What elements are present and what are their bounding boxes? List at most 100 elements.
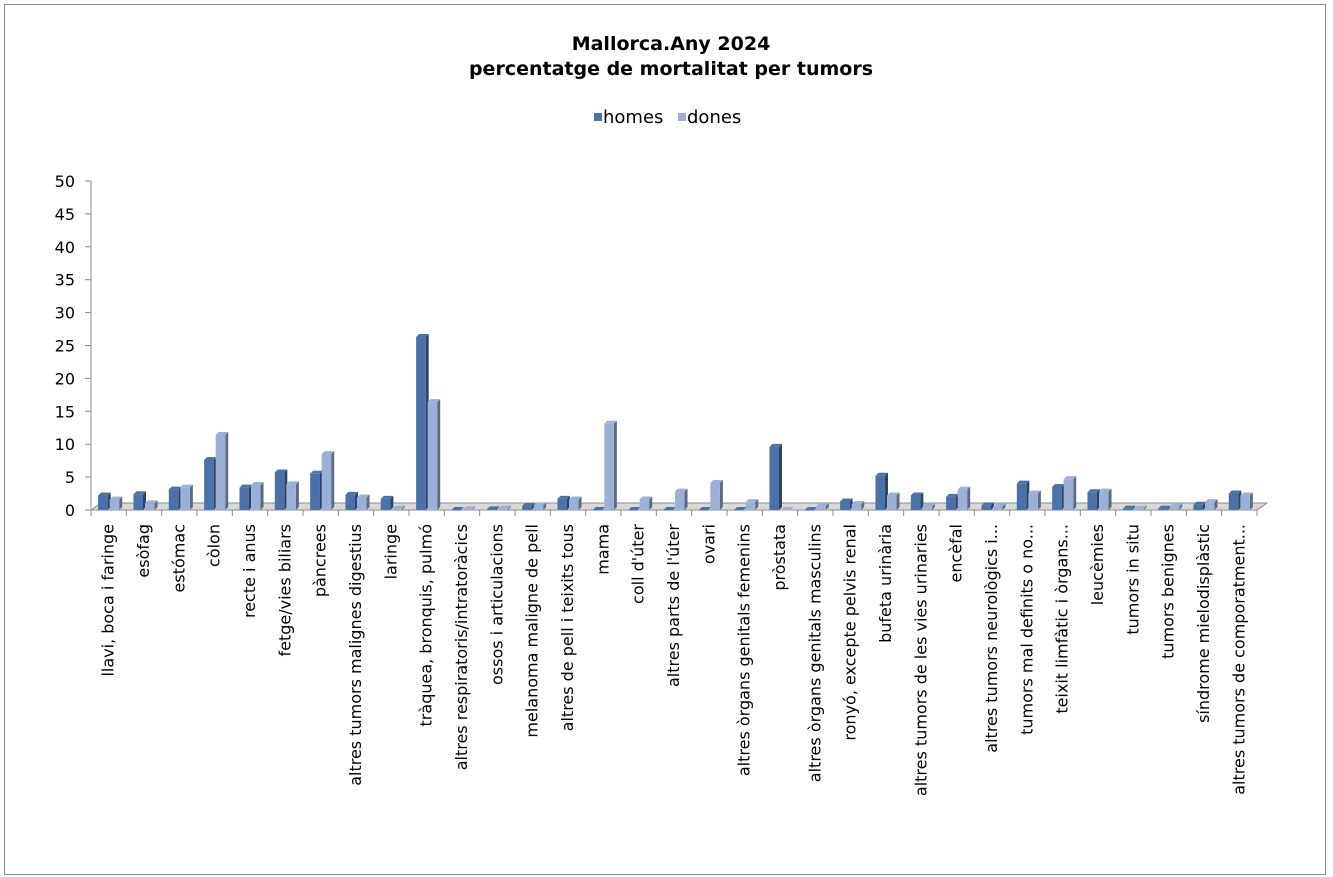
bar-dones-4 <box>251 484 261 510</box>
bar-side-dones-2 <box>189 484 193 510</box>
legend-label-homes: homes <box>603 107 663 128</box>
bar-top-homes-21 <box>840 498 853 502</box>
bar-homes-1 <box>133 494 143 510</box>
bar-dones-16 <box>675 491 685 510</box>
category-label-3: còlon <box>205 524 224 567</box>
bar-side-dones-27 <box>1073 476 1077 510</box>
bar-top-dones-30 <box>1169 503 1183 507</box>
bar-dones-9 <box>427 402 438 510</box>
bar-side-homes-8 <box>390 495 394 510</box>
bar-top-homes-11 <box>486 506 500 510</box>
bar-top-dones-20 <box>816 503 829 507</box>
bar-dones-20 <box>816 506 826 510</box>
bar-top-homes-15 <box>628 507 641 510</box>
y-tick-label-40: 40 <box>55 238 75 257</box>
bar-dones-7 <box>357 497 367 510</box>
bar-dones-14 <box>604 423 614 510</box>
category-label-30: tumors benignes <box>1159 524 1178 659</box>
category-label-11: ossos i articulacions <box>487 524 506 685</box>
bar-top-dones-12 <box>533 502 547 506</box>
bar-side-dones-29 <box>1143 505 1147 510</box>
bar-dones-15 <box>639 499 650 510</box>
bar-dones-11 <box>498 508 508 510</box>
bar-top-homes-1 <box>133 491 146 495</box>
bar-side-homes-23 <box>920 492 924 510</box>
bar-side-homes-19 <box>779 443 782 510</box>
bar-top-dones-4 <box>251 481 264 485</box>
bar-homes-14 <box>592 510 603 511</box>
category-label-25: altres tumors neurològics i... <box>982 524 1001 753</box>
bar-top-dones-11 <box>498 505 511 509</box>
bar-top-dones-5 <box>286 481 299 485</box>
category-label-26: tumors mal definits o no... <box>1017 524 1036 735</box>
bar-top-dones-22 <box>887 492 900 496</box>
y-tick-label-45: 45 <box>55 205 75 224</box>
bar-dones-18 <box>745 502 756 510</box>
bar-side-dones-32 <box>1249 492 1253 510</box>
bar-side-dones-20 <box>825 503 829 510</box>
category-label-24: encèfal <box>947 524 966 583</box>
bar-homes-12 <box>522 506 532 510</box>
bar-homes-23 <box>910 495 921 510</box>
bar-top-homes-19 <box>769 443 782 447</box>
bar-homes-10 <box>451 510 461 511</box>
bar-side-dones-9 <box>437 399 441 510</box>
chart-subtitle: percentatge de mortalitat per tumors <box>469 58 873 80</box>
bar-dones-24 <box>957 489 968 510</box>
bar-homes-22 <box>875 475 885 510</box>
bar-homes-27 <box>1052 486 1062 510</box>
bar-homes-8 <box>380 498 391 510</box>
bar-homes-24 <box>946 496 956 510</box>
category-label-31: síndrome mielodisplàstic <box>1194 524 1213 723</box>
bar-top-dones-15 <box>639 496 653 500</box>
bar-dones-17 <box>710 483 720 510</box>
bar-homes-16 <box>663 510 673 511</box>
bar-top-dones-18 <box>745 499 759 503</box>
bar-homes-5 <box>274 472 285 510</box>
bar-homes-20 <box>804 510 815 511</box>
category-label-23: altres tumors de les vies urinaries <box>911 524 930 796</box>
bar-side-dones-16 <box>684 488 688 510</box>
legend-swatch-homes <box>594 113 602 121</box>
category-label-10: altres respiratoris/intratoràcics <box>452 524 471 770</box>
bar-side-dones-3 <box>225 431 229 510</box>
bar-side-dones-31 <box>1214 499 1218 510</box>
bar-homes-2 <box>168 489 179 510</box>
category-label-13: altres de pell i teixits tous <box>558 524 577 731</box>
category-label-4: recte i anus <box>240 524 259 618</box>
bar-dones-12 <box>533 505 544 510</box>
bar-dones-21 <box>851 504 862 510</box>
bar-dones-32 <box>1240 495 1250 510</box>
bar-side-homes-12 <box>531 503 535 510</box>
bar-top-homes-4 <box>239 484 252 488</box>
bar-dones-28 <box>1099 491 1109 510</box>
bar-top-dones-13 <box>569 496 582 500</box>
bar-top-dones-10 <box>463 506 476 510</box>
bar-top-homes-28 <box>1087 489 1100 493</box>
category-label-16: altres parts de l'úter <box>664 524 683 687</box>
bar-top-homes-3 <box>204 456 217 460</box>
bar-top-homes-0 <box>98 492 111 496</box>
bar-top-homes-18 <box>734 507 747 510</box>
category-label-0: llavi, boca i faringe <box>99 524 118 677</box>
bar-top-homes-14 <box>592 507 606 510</box>
bar-side-dones-24 <box>967 486 971 510</box>
category-label-21: ronyó, excepte pelvis renal <box>841 524 860 741</box>
bar-side-dones-15 <box>649 496 653 510</box>
bar-dones-1 <box>145 503 155 510</box>
y-tick-label-0: 0 <box>65 501 75 520</box>
bar-side-dones-26 <box>1037 490 1041 510</box>
bar-top-dones-8 <box>392 505 405 509</box>
bar-homes-13 <box>557 498 567 510</box>
bar-side-dones-10 <box>472 506 476 510</box>
bar-side-dones-6 <box>331 451 335 510</box>
y-tick-label-15: 15 <box>55 402 75 421</box>
bar-dones-10 <box>463 509 473 510</box>
bar-top-dones-28 <box>1099 488 1112 492</box>
bar-top-homes-26 <box>1016 480 1030 484</box>
category-label-7: altres tumors malignes digestius <box>346 524 365 786</box>
bar-dones-8 <box>392 508 402 510</box>
y-tick-label-25: 25 <box>55 337 75 356</box>
bar-homes-7 <box>345 494 355 510</box>
bar-homes-32 <box>1228 493 1239 510</box>
